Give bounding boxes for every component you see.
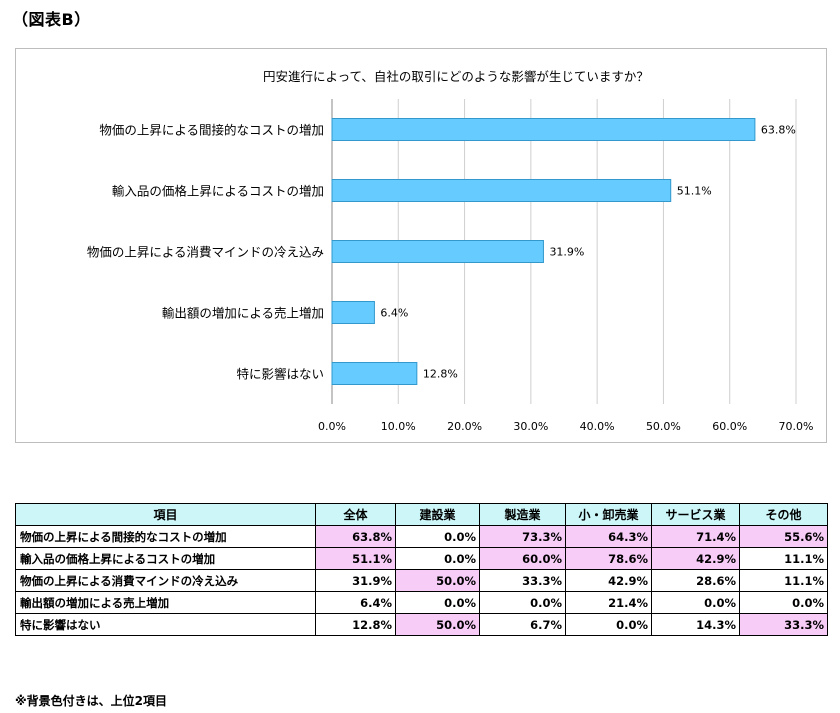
footnote: ※背景色付きは、上位2項目 xyxy=(15,694,168,708)
table-cell: 0.0% xyxy=(395,525,480,548)
table-cell: 78.6% xyxy=(565,547,652,570)
row-label: 輸出額の増加による売上増加 xyxy=(15,591,316,614)
table-cell: 71.4% xyxy=(651,525,740,548)
header-column: その他 xyxy=(739,503,828,526)
data-label: 31.9% xyxy=(549,246,584,259)
x-tick-label: 50.0% xyxy=(646,420,681,433)
bar xyxy=(331,301,375,324)
table-cell: 0.0% xyxy=(739,591,828,614)
table-cell: 14.3% xyxy=(651,613,740,636)
table-cell: 0.0% xyxy=(565,613,652,636)
table-cell: 42.9% xyxy=(565,569,652,592)
bar xyxy=(331,362,418,385)
table-cell: 60.0% xyxy=(479,547,566,570)
bar xyxy=(331,118,756,141)
header-item: 項目 xyxy=(15,503,316,526)
header-column: サービス業 xyxy=(651,503,740,526)
table-cell: 50.0% xyxy=(395,613,480,636)
table-header-row: 項目 全体 建設業 製造業 小・卸売業 サービス業 その他 xyxy=(15,503,828,526)
table-cell: 55.6% xyxy=(739,525,828,548)
x-tick-label: 30.0% xyxy=(513,420,548,433)
row-label: 輸入品の価格上昇によるコストの増加 xyxy=(15,547,316,570)
table-cell: 0.0% xyxy=(395,547,480,570)
table-body: 物価の上昇による間接的なコストの増加 63.8% 0.0% 73.3% 64.3% 71.… xyxy=(15,525,828,636)
header-column: 全体 xyxy=(315,503,396,526)
table-cell: 33.3% xyxy=(479,569,566,592)
table-cell: 0.0% xyxy=(395,591,480,614)
table-cell: 12.8% xyxy=(315,613,396,636)
table-row: 輸出額の増加による売上増加 6.4% 0.0% 0.0% 21.4% 0.0% 0.0% xyxy=(15,591,828,614)
data-label: 51.1% xyxy=(677,185,712,198)
row-label: 物価の上昇による間接的なコストの増加 xyxy=(15,525,316,548)
table-cell: 28.6% xyxy=(651,569,740,592)
category-label: 輸出額の増加による売上増加 xyxy=(162,306,324,321)
table-cell: 63.8% xyxy=(315,525,396,548)
table-cell: 42.9% xyxy=(651,547,740,570)
x-tick-label: 10.0% xyxy=(381,420,416,433)
chart-title: 円安進行によって、自社の取引にどのような影響が生じていますか？ xyxy=(263,69,649,84)
x-tick-label: 70.0% xyxy=(779,420,814,433)
table-cell: 31.9% xyxy=(315,569,396,592)
x-tick-label: 0.0% xyxy=(318,420,346,433)
table-cell: 51.1% xyxy=(315,547,396,570)
row-label: 物価の上昇による消費マインドの冷え込み xyxy=(15,569,316,592)
x-tick-label: 20.0% xyxy=(447,420,482,433)
table-row: 特に影響はない 12.8% 50.0% 6.7% 0.0% 14.3% 33.3% xyxy=(15,613,828,636)
table-cell: 50.0% xyxy=(395,569,480,592)
category-label: 物価の上昇による消費マインドの冷え込み xyxy=(87,245,324,260)
chart-container: 円安進行によって、自社の取引にどのような影響が生じていますか？ 0.0% 10.0%… xyxy=(15,48,827,443)
figure-label: （図表B） xyxy=(12,10,91,29)
table-row: 輸入品の価格上昇によるコストの増加 51.1% 0.0% 60.0% 78.6% 42.9… xyxy=(15,547,828,570)
category-label: 物価の上昇による間接的なコストの増加 xyxy=(99,123,324,138)
table-row: 物価の上昇による消費マインドの冷え込み 31.9% 50.0% 33.3% 42.9% 2… xyxy=(15,569,828,592)
table-cell: 0.0% xyxy=(651,591,740,614)
data-label: 12.8% xyxy=(423,368,458,381)
category-label: 特に影響はない xyxy=(236,367,324,382)
row-label: 特に影響はない xyxy=(15,613,316,636)
bar xyxy=(331,240,544,263)
data-label: 63.8% xyxy=(761,124,796,137)
header-column: 建設業 xyxy=(395,503,480,526)
header-column: 製造業 xyxy=(479,503,566,526)
table-cell: 21.4% xyxy=(565,591,652,614)
table-cell: 64.3% xyxy=(565,525,652,548)
data-label: 6.4% xyxy=(380,307,408,320)
x-tick-label: 60.0% xyxy=(712,420,747,433)
category-label: 輸入品の価格上昇によるコストの増加 xyxy=(112,184,324,199)
table-cell: 73.3% xyxy=(479,525,566,548)
table-cell: 11.1% xyxy=(739,547,828,570)
table-cell: 0.0% xyxy=(479,591,566,614)
table-cell: 11.1% xyxy=(739,569,828,592)
table-cell: 33.3% xyxy=(739,613,828,636)
table-cell: 6.7% xyxy=(479,613,566,636)
table-row: 物価の上昇による間接的なコストの増加 63.8% 0.0% 73.3% 64.3% 71.… xyxy=(15,525,828,548)
x-tick-label: 40.0% xyxy=(580,420,615,433)
bar-chart: 円安進行によって、自社の取引にどのような影響が生じていますか？ 0.0% 10.0%… xyxy=(87,69,814,433)
table-cell: 6.4% xyxy=(315,591,396,614)
results-table: 項目 全体 建設業 製造業 小・卸売業 サービス業 その他 物価の上昇による間接的なコストの… xyxy=(15,503,828,636)
header-column: 小・卸売業 xyxy=(565,503,652,526)
bar xyxy=(331,179,672,202)
